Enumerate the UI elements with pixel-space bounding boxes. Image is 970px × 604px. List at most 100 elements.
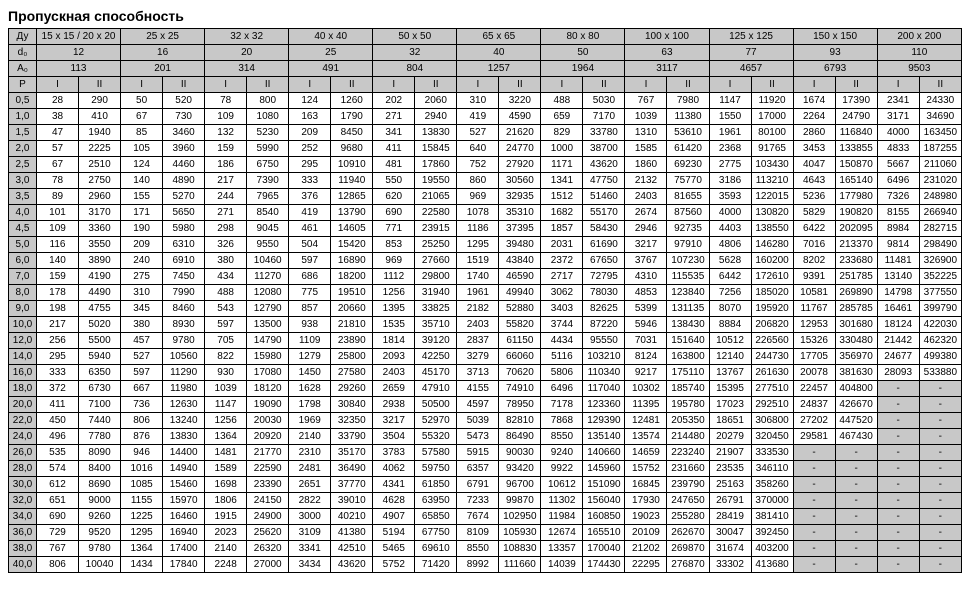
data-cell: 1682 [541,205,583,221]
data-cell: - [793,509,835,525]
data-cell: 2023 [205,525,247,541]
table-row: 1,03841067730109108016317902712940419459… [9,109,962,125]
data-cell: 109 [205,109,247,125]
data-cell: - [877,397,919,413]
data-cell: 21770 [247,445,289,461]
data-cell: 377550 [919,285,961,301]
data-cell: 1698 [205,477,247,493]
data-cell: 251785 [835,269,877,285]
data-cell: 24330 [919,93,961,109]
data-cell: 146280 [751,237,793,253]
table-row: 26,0535809094614400148121770231035170378… [9,445,962,461]
data-cell: 8400 [79,461,121,477]
data-cell: 12481 [625,413,667,429]
data-cell: 11290 [163,365,205,381]
data-cell: 13357 [541,541,583,557]
data-cell: 413680 [751,557,793,573]
header-cell: 9503 [877,61,961,77]
data-cell: 17400 [163,541,205,557]
header-cell: 113 [37,61,121,77]
data-cell: 159 [37,269,79,285]
data-cell: 198 [37,301,79,317]
data-cell: 1186 [457,221,499,237]
p-cell: 34,0 [9,509,37,525]
data-cell: 16460 [163,509,205,525]
table-row: 5,01163550209631032695505041542085325250… [9,237,962,253]
data-cell: 14798 [877,285,919,301]
header-cell: 80 x 80 [541,29,625,45]
data-cell: 213370 [835,237,877,253]
data-cell: 330480 [835,333,877,349]
data-cell: 7868 [541,413,583,429]
data-cell: 15460 [163,477,205,493]
data-cell: 9680 [331,141,373,157]
data-cell: 667 [121,381,163,397]
data-cell: 946 [121,445,163,461]
data-cell: 11270 [247,269,289,285]
header-cell: 32 [373,45,457,61]
data-cell: 25800 [331,349,373,365]
data-cell: 467430 [835,429,877,445]
data-cell: 8155 [877,205,919,221]
data-cell: 333 [289,173,331,189]
data-cell: 14940 [163,461,205,477]
p-label: P [9,77,37,93]
p-cell: 3,0 [9,173,37,189]
data-cell: 32350 [331,413,373,429]
data-cell: 4190 [79,269,121,285]
header-cell: 1257 [457,61,541,77]
data-cell: 12630 [163,397,205,413]
data-cell: 123840 [667,285,709,301]
data-cell: 2940 [415,109,457,125]
data-cell: 450 [37,413,79,429]
data-cell: 67 [121,109,163,125]
data-cell: 39010 [331,493,373,509]
header-label: d₀ [9,45,37,61]
data-cell: 457 [121,333,163,349]
data-cell: 3186 [709,173,751,189]
data-cell: 26791 [709,493,751,509]
data-cell: 411 [373,141,415,157]
data-cell: 244730 [751,349,793,365]
data-cell: 1039 [625,109,667,125]
data-cell: 29260 [331,381,373,397]
header-cell: 15 x 15 / 20 x 20 [37,29,121,45]
data-cell: 27000 [247,557,289,573]
data-cell: 1155 [121,493,163,509]
data-cell: 434 [205,269,247,285]
header-cell: 25 x 25 [121,29,205,45]
data-cell: 24150 [247,493,289,509]
data-cell: 10302 [625,381,667,397]
data-cell: 2837 [457,333,499,349]
data-cell: 7326 [877,189,919,205]
data-cell: 18651 [709,413,751,429]
subcol: I [121,77,163,93]
data-cell: 2946 [625,221,667,237]
data-cell: 3109 [289,525,331,541]
data-cell: 21442 [877,333,919,349]
header-cell: 804 [373,61,457,77]
data-cell: 31674 [709,541,751,557]
table-row: 9,01984755345846054312790857206601395338… [9,301,962,317]
data-cell: 9240 [541,445,583,461]
data-cell: 28419 [709,509,751,525]
data-cell: 8090 [79,445,121,461]
data-cell: 21907 [709,445,751,461]
data-cell: 61420 [667,141,709,157]
data-cell: - [835,477,877,493]
data-cell: 12953 [793,317,835,333]
data-cell: 5980 [163,221,205,237]
data-cell: 20660 [331,301,373,317]
data-cell: 767 [37,541,79,557]
table-row: 32,0651900011551597018062415028223901046… [9,493,962,509]
data-cell: 5039 [457,413,499,429]
data-cell: 11920 [751,93,793,109]
p-cell: 3,5 [9,189,37,205]
p-cell: 8,0 [9,285,37,301]
data-cell: 51460 [583,189,625,205]
data-cell: 730 [163,109,205,125]
data-cell: 42250 [415,349,457,365]
data-cell: 43840 [499,253,541,269]
data-cell: 30047 [709,525,751,541]
data-cell: 6730 [79,381,121,397]
